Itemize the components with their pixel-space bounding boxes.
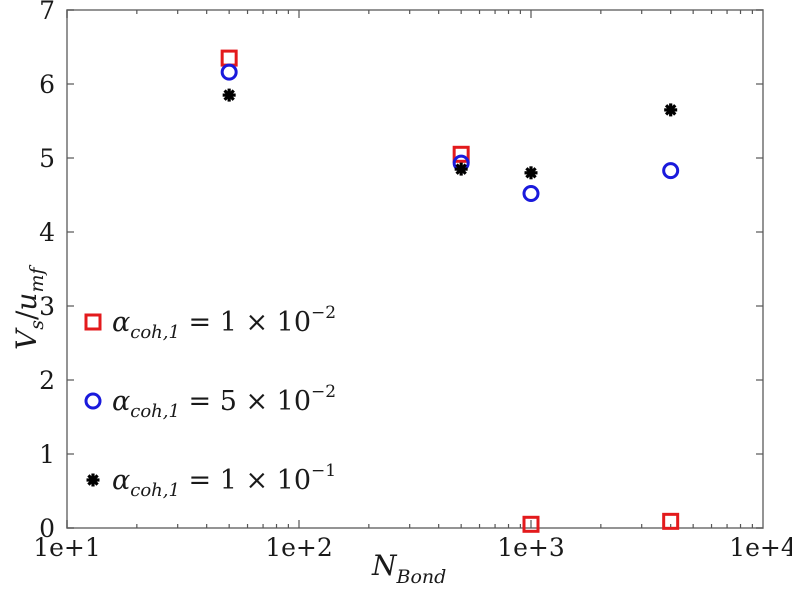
data-points xyxy=(220,49,680,533)
y-tick-label: 1 xyxy=(39,440,55,469)
legend-label: αcoh,1 = 5 × 10−2 xyxy=(112,382,336,422)
y-tick-label: 2 xyxy=(39,366,55,395)
asterisk-marker xyxy=(524,166,538,180)
asterisk-marker xyxy=(86,473,100,487)
y-tick-label: 0 xyxy=(39,514,55,543)
legend-item: αcoh,1 = 1 × 10−1 xyxy=(86,461,336,501)
x-tick-label: 1e+4 xyxy=(729,533,792,562)
asterisk-marker xyxy=(664,103,678,117)
axis-tick-labels: 1e+1 1e+2 1e+3 1e+4 0 1 2 3 4 5 6 7 xyxy=(33,0,792,562)
legend: αcoh,1 = 1 × 10−2 αcoh,1 = 5 × 10−2 αcoh,1… xyxy=(84,303,336,501)
circle-marker xyxy=(522,185,540,203)
circle-marker xyxy=(220,63,238,81)
legend-label: αcoh,1 = 1 × 10−2 xyxy=(112,303,336,343)
asterisk-marker xyxy=(222,88,236,102)
y-tick-label: 7 xyxy=(39,0,55,25)
plot-border xyxy=(66,9,764,529)
legend-label: αcoh,1 = 1 × 10−1 xyxy=(112,461,336,501)
y-tick-label: 6 xyxy=(39,70,55,99)
y-tick-label: 3 xyxy=(39,292,55,321)
square-marker xyxy=(452,145,470,163)
square-marker xyxy=(220,49,238,67)
square-marker xyxy=(662,512,680,530)
x-tick-label: 1e+2 xyxy=(265,533,333,562)
square-marker xyxy=(522,515,540,533)
x-axis-label: NBond xyxy=(371,549,446,588)
plot-area xyxy=(66,9,764,529)
legend-item: αcoh,1 = 1 × 10−2 xyxy=(84,303,336,343)
x-tick-label: 1e+3 xyxy=(497,533,565,562)
asterisk-marker xyxy=(454,162,468,176)
axis-ticks xyxy=(66,9,763,529)
y-tick-label: 4 xyxy=(39,218,55,247)
y-tick-label: 5 xyxy=(39,144,55,173)
circle-marker xyxy=(662,162,680,180)
x-tick-label: 1e+1 xyxy=(33,533,101,562)
square-marker xyxy=(84,313,102,331)
circle-marker xyxy=(84,392,102,410)
y-axis-label: Vs/umf xyxy=(10,264,48,350)
legend-item: αcoh,1 = 5 × 10−2 xyxy=(84,382,336,422)
